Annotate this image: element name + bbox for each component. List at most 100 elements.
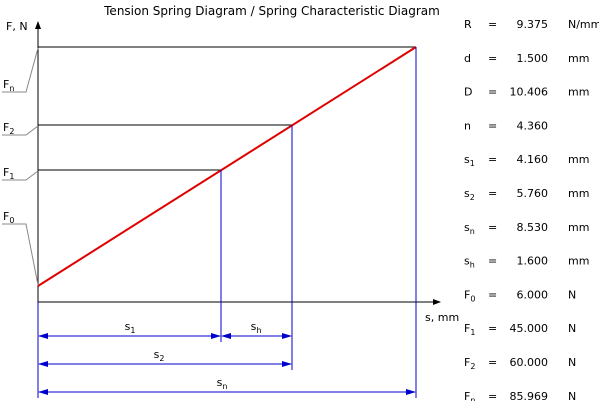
param-symbol: sh: [464, 255, 475, 270]
label-sub: 1: [470, 159, 475, 168]
label-main: F: [464, 288, 470, 301]
label-main: s: [464, 153, 470, 166]
label-main: F: [464, 356, 470, 369]
param-symbol: sn: [464, 221, 475, 236]
param-symbol: Fn: [464, 390, 475, 401]
param-unit: mm: [568, 255, 589, 268]
param-symbol: F0: [464, 288, 475, 303]
param-eq: =: [488, 390, 497, 401]
dimension-label: s2: [154, 348, 165, 363]
param-value: 10.406: [510, 86, 549, 99]
param-value: 5.760: [517, 187, 549, 200]
param-value: 1.500: [517, 52, 549, 65]
leader-line: [2, 223, 39, 286]
dimension-label: sh: [251, 320, 262, 335]
label-main: d: [464, 52, 471, 65]
label-sub: n: [470, 227, 475, 236]
force-label: F0: [3, 210, 14, 225]
y-axis-label: F, N: [6, 20, 28, 33]
param-unit: mm: [568, 86, 589, 99]
param-eq: =: [488, 119, 497, 132]
label-main: s: [251, 320, 257, 333]
label-sub: 2: [470, 362, 475, 371]
param-eq: =: [488, 221, 497, 234]
param-value: 4.360: [517, 119, 549, 132]
param-value: 8.530: [517, 221, 549, 234]
param-value: 45.000: [510, 322, 549, 335]
param-symbol: s2: [464, 187, 475, 202]
label-main: s: [154, 348, 160, 361]
param-symbol: D: [464, 86, 472, 99]
param-unit: mm: [568, 52, 589, 65]
label-sub: 0: [470, 294, 475, 303]
param-value: 60.000: [510, 356, 549, 369]
label-main: F: [3, 166, 9, 179]
label-sub: 0: [9, 216, 14, 225]
label-main: s: [464, 255, 470, 268]
label-main: F: [3, 210, 9, 223]
param-unit: N: [568, 322, 576, 335]
param-eq: =: [488, 52, 497, 65]
param-value: 6.000: [517, 288, 549, 301]
label-sub: 2: [159, 354, 164, 363]
param-eq: =: [488, 356, 497, 369]
label-main: s: [217, 376, 223, 389]
force-label: F2: [3, 121, 14, 136]
label-main: R: [464, 18, 472, 31]
param-unit: mm: [568, 153, 589, 166]
label-sub: h: [256, 326, 261, 335]
param-value: 9.375: [517, 18, 549, 31]
x-axis-label: s, mm: [425, 311, 459, 324]
label-sub: n: [470, 396, 475, 401]
label-sub: 1: [130, 326, 135, 335]
param-unit: mm: [568, 221, 589, 234]
label-sub: n: [222, 382, 227, 391]
leader-line: [2, 47, 39, 93]
param-unit: N: [568, 356, 576, 369]
param-symbol: F2: [464, 356, 475, 371]
param-eq: =: [488, 288, 497, 301]
label-sub: 1: [9, 172, 14, 181]
label-main: s: [464, 187, 470, 200]
param-eq: =: [488, 255, 497, 268]
param-symbol: R: [464, 18, 472, 31]
dimension-label: sn: [217, 376, 228, 391]
param-eq: =: [488, 322, 497, 335]
param-eq: =: [488, 153, 497, 166]
label-main: n: [464, 119, 471, 132]
label-main: F: [464, 390, 470, 401]
dimension-label: s1: [125, 320, 136, 335]
param-value: 4.160: [517, 153, 549, 166]
param-value: 85.969: [510, 390, 549, 401]
force-label: F1: [3, 166, 14, 181]
leaders: [2, 47, 39, 286]
param-unit: N: [568, 288, 576, 301]
plot: [2, 21, 441, 398]
param-eq: =: [488, 86, 497, 99]
param-symbol: F1: [464, 322, 475, 337]
characteristic-line: [37, 46, 417, 287]
title: Tension Spring Diagram / Spring Characte…: [103, 4, 440, 18]
label-main: s: [125, 320, 131, 333]
leader-line: [2, 125, 39, 136]
param-value: 1.600: [517, 255, 549, 268]
param-unit: N: [568, 390, 576, 401]
param-eq: =: [488, 187, 497, 200]
label-main: F: [3, 78, 9, 91]
label-main: D: [464, 86, 472, 99]
param-symbol: d: [464, 52, 471, 65]
label-main: s: [464, 221, 470, 234]
label-sub: h: [470, 261, 475, 270]
label-main: F: [464, 322, 470, 335]
param-symbol: s1: [464, 153, 475, 168]
param-unit: N/mm: [568, 18, 599, 31]
label-sub: 2: [9, 127, 14, 136]
param-symbol: n: [464, 119, 471, 132]
force-label: Fn: [3, 78, 14, 93]
param-eq: =: [488, 18, 497, 31]
param-unit: mm: [568, 187, 589, 200]
label-main: F: [3, 121, 9, 134]
leader-line: [2, 170, 39, 181]
label-sub: n: [9, 84, 14, 93]
